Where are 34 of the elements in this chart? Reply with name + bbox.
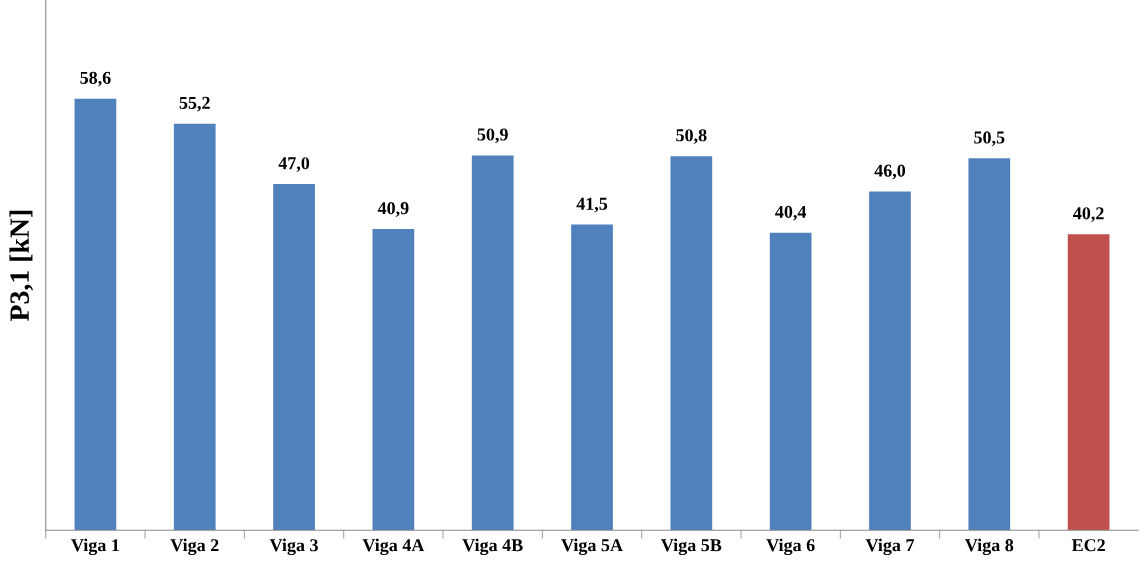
bar — [471, 155, 514, 531]
bar — [769, 232, 812, 531]
x-tick-label: Viga 5B — [661, 538, 722, 556]
data-label: 40,9 — [377, 202, 409, 217]
x-tick-label: Viga 1 — [71, 538, 119, 556]
data-label: 47,0 — [278, 157, 310, 172]
x-tick-label: Viga 7 — [865, 538, 915, 556]
data-label: 40,4 — [775, 205, 807, 221]
data-label: 46,0 — [874, 164, 906, 180]
y-axis-title: P3,1 [kN] — [9, 210, 34, 321]
data-label: 40,2 — [1073, 207, 1104, 223]
bar — [571, 224, 613, 531]
x-tick-label: Viga 3 — [269, 538, 318, 556]
bar — [869, 191, 911, 531]
data-label: 50,9 — [477, 128, 508, 144]
x-tick-label: Viga 4A — [362, 538, 425, 556]
bar — [1067, 234, 1110, 531]
data-label: 50,8 — [676, 129, 707, 144]
data-label: 50,5 — [974, 131, 1005, 147]
x-tick-label: EC2 — [1071, 539, 1105, 552]
bar — [372, 229, 415, 531]
x-tick-label: Viga 5A — [561, 538, 623, 556]
data-label: 41,5 — [576, 197, 608, 213]
data-label: 55,2 — [179, 96, 210, 112]
x-tick-label: Viga 4B — [462, 538, 523, 556]
bar — [968, 158, 1011, 531]
bar — [273, 184, 315, 531]
bar — [173, 123, 216, 531]
x-tick-label: Viga 2 — [170, 538, 219, 556]
data-label: 58,6 — [80, 71, 111, 87]
bar — [74, 98, 117, 531]
x-tick-label: Viga 6 — [766, 538, 815, 556]
bar — [670, 156, 713, 531]
x-tick-label: Viga 8 — [965, 538, 1014, 556]
